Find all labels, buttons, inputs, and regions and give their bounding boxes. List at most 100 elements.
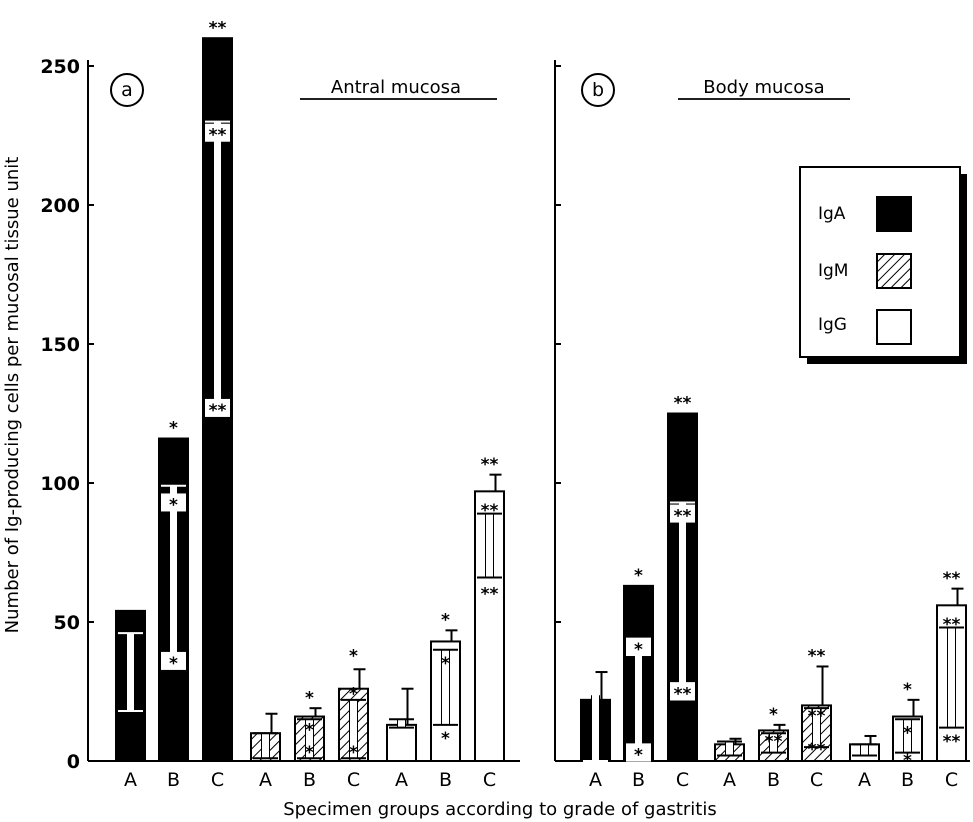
x-axis-title: Specimen groups according to grade of ga… (283, 799, 717, 820)
star-bg-a-iga-b-1 (161, 493, 186, 512)
legend: IgA IgM IgG (799, 166, 967, 364)
significance-marker-a-igg-c-0: ** (481, 455, 499, 475)
significance-marker-b-igm-c-0: ** (808, 647, 826, 667)
range-bar-a-igg-a (397, 718, 406, 729)
significance-marker-a-igg-b-0: * (441, 611, 450, 631)
bar-group-a-igm-c: * * * (338, 647, 369, 763)
y-tick-label-200: 200 (40, 195, 80, 217)
category-label-b-iga-a: A (589, 769, 602, 791)
legend-label-igm: IgM (818, 261, 848, 281)
category-label-b-igg-c: C (945, 769, 958, 791)
bar-group-b-iga-a (580, 671, 611, 763)
legend-swatch-igg (876, 309, 912, 345)
bar-group-a-igg-c: ** ** ** (474, 455, 505, 762)
bar-group-a-iga-a (115, 609, 146, 762)
significance-marker-b-igg-c-2: ** (943, 732, 961, 752)
significance-marker-b-iga-c-2: ** (674, 685, 692, 705)
star-bg-b-iga-c-2 (670, 682, 695, 701)
bar-group-a-igm-b: *** (294, 688, 325, 763)
category-label-a-igg-c: C (483, 769, 496, 791)
significance-marker-a-igg-c-1: ** (481, 501, 499, 521)
star-bg-a-iga-c-2 (205, 398, 230, 417)
significance-marker-b-igg-c-0: ** (943, 569, 961, 589)
panel-b-letter: b (592, 79, 604, 101)
category-label-a-igm-b: B (303, 769, 316, 791)
bar-group-b-igm-b: *** (758, 705, 789, 762)
star-bg-a-iga-c-1 (205, 123, 230, 142)
significance-marker-a-igm-c-1: * (349, 685, 358, 705)
significance-marker-a-igm-b-0: * (305, 688, 314, 708)
significance-marker-a-iga-b-0: * (169, 419, 178, 439)
range-bar-b-igm-a (725, 741, 734, 756)
significance-marker-b-igm-b-1: ** (765, 732, 783, 752)
star-bg-b-iga-b-2 (626, 743, 651, 762)
bar-group-b-igg-b: * * * (892, 680, 923, 771)
bar-a-igg-a (386, 723, 417, 762)
panel-a-header: a Antral mucosa (110, 73, 497, 107)
y-tick-label-100: 100 (40, 473, 80, 495)
range-bar-b-igg-c (947, 627, 956, 729)
range-bar-b-iga-c (678, 501, 687, 684)
range-bar-a-igm-a (261, 732, 270, 759)
bar-b-iga-c (667, 412, 698, 762)
legend-swatch-iga (876, 196, 912, 232)
bar-group-b-iga-c: ** ** ** (667, 394, 698, 762)
y-tick-label-0: 0 (67, 751, 80, 773)
category-label-a-igg-a: A (395, 769, 408, 791)
significance-marker-a-iga-c-2: ** (209, 401, 227, 421)
legend-swatch-igm (876, 253, 912, 289)
significance-marker-b-iga-b-1: * (634, 640, 643, 660)
bar-group-a-igg-a (386, 687, 417, 762)
category-label-b-igg-a: A (858, 769, 871, 791)
y-tick-label-250: 250 (40, 56, 80, 78)
significance-marker-b-igg-b-0: * (903, 680, 912, 700)
y-tick-label-150: 150 (40, 334, 80, 356)
bar-group-a-igm-a (250, 712, 281, 763)
category-label-a-igm-a: A (259, 769, 272, 791)
bar-group-a-iga-b: * * * (158, 419, 189, 762)
range-bar-a-igg-c (485, 513, 494, 579)
significance-marker-a-igg-b-1: * (441, 654, 450, 674)
significance-marker-b-iga-c-1: ** (674, 507, 692, 527)
bar-group-b-iga-b: * * * (623, 566, 654, 766)
y-tick-label-50: 50 (54, 612, 80, 634)
category-label-b-iga-b: B (632, 769, 645, 791)
significance-marker-a-iga-c-1: ** (209, 126, 227, 146)
bar-group-a-iga-c: ** ** ** (202, 18, 233, 762)
significance-marker-a-igg-c-2: ** (481, 584, 499, 604)
significance-marker-a-igm-b-1: * (305, 721, 314, 741)
panel-a-title: Antral mucosa (331, 77, 461, 98)
legend-label-iga: IgA (818, 204, 846, 224)
significance-marker-b-igg-b-1: * (903, 723, 912, 743)
significance-marker-b-iga-b-2: * (634, 746, 643, 766)
significance-marker-b-igg-b-2: * (903, 751, 912, 771)
category-label-b-igm-c: C (810, 769, 823, 791)
panel-a-letter: a (121, 79, 133, 101)
significance-marker-a-iga-b-1: * (169, 495, 178, 515)
range-bar-a-iga-a (126, 632, 135, 712)
category-label-a-iga-c: C (211, 769, 224, 791)
bar-group-b-igg-a (849, 734, 880, 763)
category-label-b-iga-c: C (676, 769, 689, 791)
star-bg-b-iga-b-1 (626, 638, 651, 657)
significance-marker-b-iga-b-0: * (634, 566, 643, 586)
range-bar-b-igg-a (860, 743, 869, 756)
significance-marker-b-iga-c-0: ** (674, 394, 692, 414)
bar-group-b-igm-c: ** ** ** (801, 647, 832, 763)
significance-marker-a-igm-c-0: * (349, 647, 358, 667)
significance-marker-a-iga-b-2: * (169, 654, 178, 674)
significance-marker-b-igg-c-1: ** (943, 615, 961, 635)
significance-marker-a-igm-b-2: * (305, 743, 314, 763)
bar-group-a-igg-b: * * * (430, 611, 461, 763)
bar-group-b-igm-a (714, 737, 745, 763)
star-bg-a-iga-b-2 (161, 651, 186, 670)
significance-marker-b-igm-c-1: ** (808, 707, 826, 727)
significance-marker-a-igm-c-2: * (349, 743, 358, 763)
significance-marker-b-igm-b-0: * (769, 705, 778, 725)
category-label-a-igm-c: C (347, 769, 360, 791)
significance-marker-a-iga-c-0: ** (209, 18, 227, 38)
category-label-b-igg-b: B (901, 769, 914, 791)
category-label-a-iga-b: B (167, 769, 180, 791)
category-label-a-iga-a: A (124, 769, 137, 791)
